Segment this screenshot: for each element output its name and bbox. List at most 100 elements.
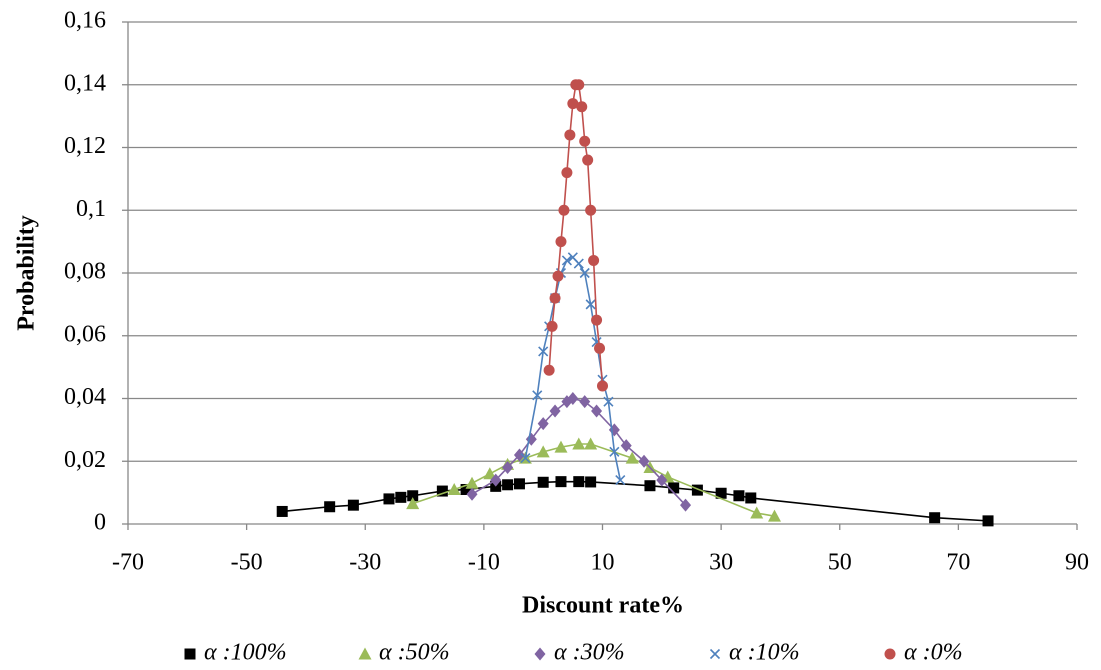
marker [644,480,656,492]
marker [585,476,597,488]
x-tick-label: 90 [1065,550,1089,576]
marker [395,491,407,503]
marker [638,454,650,468]
legend-label: α :0% [904,640,963,666]
y-tick-label: 0,14 [64,70,106,96]
y-tick-label: 0,08 [64,259,106,285]
marker [582,154,594,166]
marker [715,487,727,499]
marker [537,476,549,488]
marker [561,167,573,179]
marker [579,135,591,147]
marker [585,299,596,310]
marker [680,498,692,512]
legend-marker [358,647,372,660]
marker [561,255,572,266]
marker [447,482,461,495]
x-axis-title: Discount rate% [522,593,684,619]
marker [573,258,584,269]
marker [597,380,608,392]
marker [929,512,941,524]
marker [436,485,448,497]
marker [576,101,588,113]
marker [460,483,472,495]
marker [750,506,764,519]
marker [502,461,514,475]
x-tick-label: 30 [709,550,733,576]
marker [567,98,579,110]
marker [532,390,543,401]
legend-label: α :50% [379,640,450,666]
x-tick-label: 50 [828,550,852,576]
legend-marker [184,648,196,660]
marker [383,493,395,505]
marker [555,236,567,248]
marker [620,439,632,453]
marker [347,499,359,511]
legend-label: α :30% [554,640,625,666]
marker [546,320,558,332]
marker [406,497,420,510]
series-line [524,256,622,481]
marker [552,270,564,282]
marker [591,404,603,418]
marker [537,417,549,431]
y-tick-label: 0,16 [64,8,106,34]
marker [745,492,757,504]
marker [513,448,525,462]
legend-label: α :10% [729,640,800,666]
y-tick-label: 0,02 [64,447,106,473]
marker [573,79,585,91]
marker [538,346,549,357]
marker [579,267,590,279]
marker [483,467,497,480]
marker [768,509,782,522]
marker [564,129,576,141]
x-tick-label: -70 [112,550,144,576]
x-tick-label: -50 [231,550,263,576]
marker [625,451,639,464]
marker [549,292,561,304]
y-tick-label: 0 [94,510,106,536]
y-tick-label: 0,1 [76,196,106,222]
legend-marker [534,647,546,661]
marker [668,482,680,494]
marker [579,395,591,409]
marker [549,404,561,418]
y-axis-title: Probability [14,215,40,331]
marker [572,437,586,450]
marker [543,364,555,376]
marker [591,314,603,326]
marker [567,392,579,405]
marker [536,445,550,458]
marker [558,204,570,216]
marker [555,476,567,488]
x-tick-label: -30 [349,550,381,576]
marker [276,505,288,517]
x-tick-label: 10 [591,550,615,576]
y-tick-label: 0,12 [64,133,106,159]
x-tick-label: -10 [468,550,500,576]
marker [609,446,620,457]
marker [502,479,514,491]
marker [466,487,478,501]
legend-marker [884,648,896,660]
marker [520,453,531,464]
marker [513,478,525,490]
y-tick-label: 0,06 [64,321,106,347]
marker [982,515,994,527]
marker [465,476,479,489]
marker [584,437,598,450]
marker [324,501,336,513]
marker [656,473,668,487]
marker [573,476,585,488]
legend-marker [709,648,721,660]
marker [615,475,626,486]
marker [733,490,745,502]
marker [603,396,614,407]
x-tick-label: 70 [946,550,970,576]
marker [554,440,568,453]
marker [691,484,703,496]
marker [588,254,600,266]
